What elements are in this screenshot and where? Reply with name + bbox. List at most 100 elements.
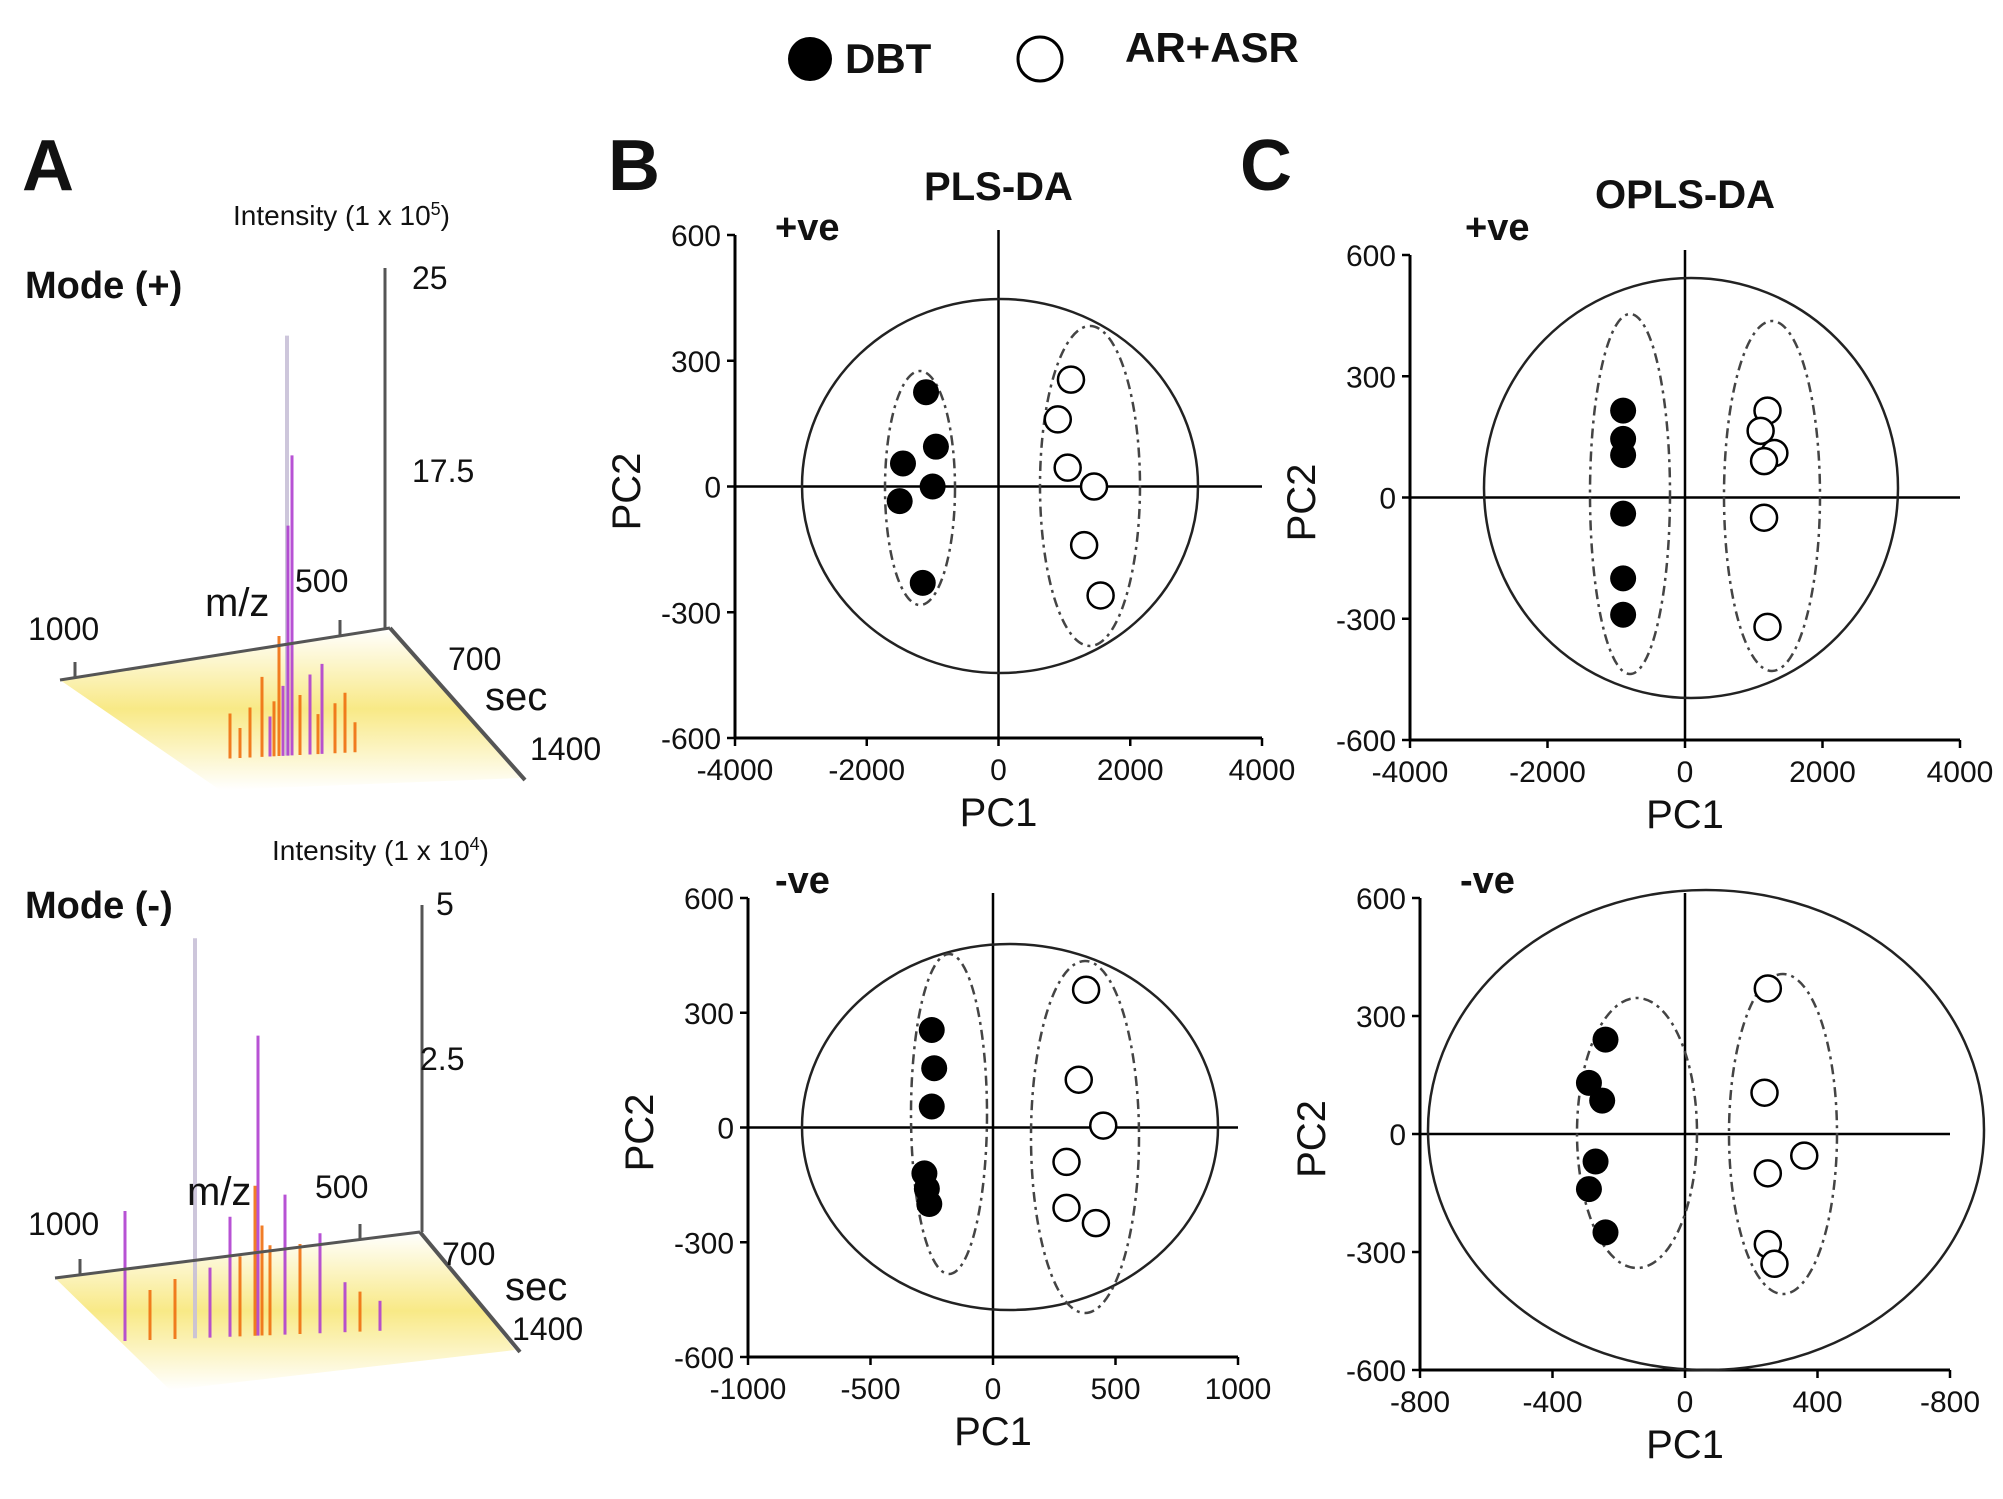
point-arasr (1760, 1249, 1789, 1279)
y-tick-label: -600 (1336, 725, 1396, 758)
y-axis-label: PC2 (1280, 464, 1324, 542)
polarity-label: +ve (1465, 207, 1529, 249)
y-tick-label: -600 (661, 723, 721, 756)
x-axis-label: PC1 (954, 1410, 1032, 1454)
x-tick-label: 4000 (1229, 754, 1296, 787)
legend-arasr-label: AR+ASR (1125, 24, 1299, 71)
spectrum-negative-mz-label: m/z (187, 1170, 251, 1214)
confidence-ellipse (1426, 888, 1986, 1372)
y-axis-label: PC2 (1290, 1100, 1334, 1178)
plot-plsda-negative: 600 300 0 -300 -600-1000 -500 0 500 1000 PC1 PC2 -v… (618, 860, 1271, 1454)
panel-letter-c: C (1240, 126, 1292, 206)
spectrum-positive-base (60, 628, 520, 790)
spectrum-positive-z-tick: 25 (412, 260, 448, 296)
point-dbt (921, 1055, 948, 1082)
group-ellipse-dbt (883, 369, 957, 607)
x-tick-label: 400 (1792, 1386, 1842, 1419)
point-dbt (1610, 601, 1637, 628)
spectrum-negative-sec-axis (418, 1230, 522, 1354)
x-tick-label: 4000 (1927, 756, 1994, 789)
point-dbt (1610, 565, 1637, 592)
y-tick-label: -600 (1346, 1355, 1406, 1388)
x-tick-label: 0 (1677, 756, 1694, 789)
legend-dbt-label: DBT (845, 35, 932, 82)
x-axis-label: PC1 (960, 791, 1038, 835)
plot-title: PLS-DA (924, 165, 1073, 209)
plot-plsda-positive: 600 300 0 -300 -600-4000 -2000 0 2000 4000 PC1 PC2… (605, 165, 1295, 835)
spectrum-positive-mz-tick-label: 1000 (28, 611, 99, 647)
x-tick-label: -4000 (697, 754, 774, 787)
point-dbt (1592, 1219, 1619, 1246)
point-dbt (1610, 397, 1637, 424)
spectrum-positive-mz-axis (59, 626, 391, 682)
point-dbt (918, 1016, 945, 1043)
point-dbt (1610, 442, 1637, 469)
point-dbt (918, 1093, 945, 1120)
y-tick-label: 0 (717, 1113, 734, 1146)
y-tick-label: 300 (684, 998, 734, 1031)
point-arasr (1086, 581, 1115, 610)
confidence-ellipse (800, 297, 1200, 675)
x-tick-label: -4000 (1372, 756, 1449, 789)
spectrum-negative-sec-label: sec (505, 1265, 567, 1309)
point-dbt (1582, 1148, 1609, 1175)
point-arasr (1790, 1141, 1819, 1170)
x-tick-label: 2000 (1097, 754, 1164, 787)
x-tick-label: -500 (840, 1373, 900, 1406)
point-dbt (916, 1191, 943, 1217)
point-dbt (1610, 500, 1637, 527)
group-ellipse-arasr (1727, 972, 1839, 1296)
point-dbt (886, 488, 913, 515)
spectrum-negative: Mode (-) Intensity (1 x 104) 5 2.5 m/z 1… (25, 834, 583, 1390)
point-dbt (1589, 1087, 1616, 1114)
spectrum-positive-z-tick: 17.5 (412, 453, 474, 489)
point-dbt (889, 450, 916, 477)
plot-title: OPLS-DA (1595, 173, 1775, 217)
group-ellipse-dbt (1575, 996, 1699, 1270)
polarity-label: -ve (775, 860, 830, 902)
point-arasr (1079, 472, 1109, 501)
spectrum-positive-mz-label: m/z (205, 581, 269, 625)
point-arasr (1746, 416, 1775, 446)
y-axis-label: PC2 (618, 1094, 662, 1172)
spectrum-positive-sec-tick: 1400 (530, 731, 601, 767)
y-tick-label: -300 (661, 597, 721, 630)
point-arasr (1056, 365, 1086, 394)
point-arasr (1052, 1193, 1081, 1223)
point-dbt (1575, 1069, 1602, 1096)
legend: DBT AR+ASR (788, 24, 1299, 83)
y-tick-label: 0 (704, 472, 721, 505)
y-tick-label: 0 (1379, 483, 1396, 516)
x-tick-label: -2000 (828, 754, 905, 787)
spectrum-negative-z-tick: 2.5 (420, 1041, 464, 1077)
spectrum-positive-intensity: Intensity (1 x 105) (233, 199, 450, 231)
x-axis-label: PC1 (1646, 793, 1724, 837)
y-tick-label: 300 (1346, 361, 1396, 394)
y-tick-label: 600 (1346, 240, 1396, 273)
spectrum-positive-sec-axis (388, 626, 527, 782)
point-arasr (1064, 1065, 1093, 1094)
x-tick-label: 2000 (1789, 756, 1856, 789)
legend-arasr-marker (1016, 35, 1064, 83)
group-ellipse-arasr (1029, 959, 1141, 1315)
spectrum-negative-z-tick: 5 (436, 886, 454, 922)
polarity-label: +ve (775, 207, 839, 249)
spectrum-negative-mz-tick-label: 1000 (28, 1206, 99, 1242)
point-dbt (922, 433, 949, 460)
y-tick-label: -300 (674, 1227, 734, 1260)
point-arasr (1753, 612, 1782, 642)
y-tick-label: -600 (674, 1342, 734, 1375)
point-arasr (1052, 1147, 1081, 1177)
point-dbt (913, 379, 940, 406)
spectrum-positive: Mode (+) Intensity (1 x 105) 25 17.5 m/z… (25, 199, 601, 790)
point-arasr (1753, 1159, 1783, 1188)
x-tick-label: 1000 (1205, 1373, 1272, 1406)
spectrum-positive-mode: Mode (+) (25, 265, 182, 307)
panel-letter-a: A (22, 126, 74, 206)
point-arasr (1053, 453, 1082, 482)
point-arasr (1069, 530, 1099, 560)
spectrum-negative-mz-tick-label: 500 (315, 1169, 368, 1205)
y-axis-label: PC2 (605, 453, 649, 531)
panel-letter-b: B (608, 126, 660, 206)
